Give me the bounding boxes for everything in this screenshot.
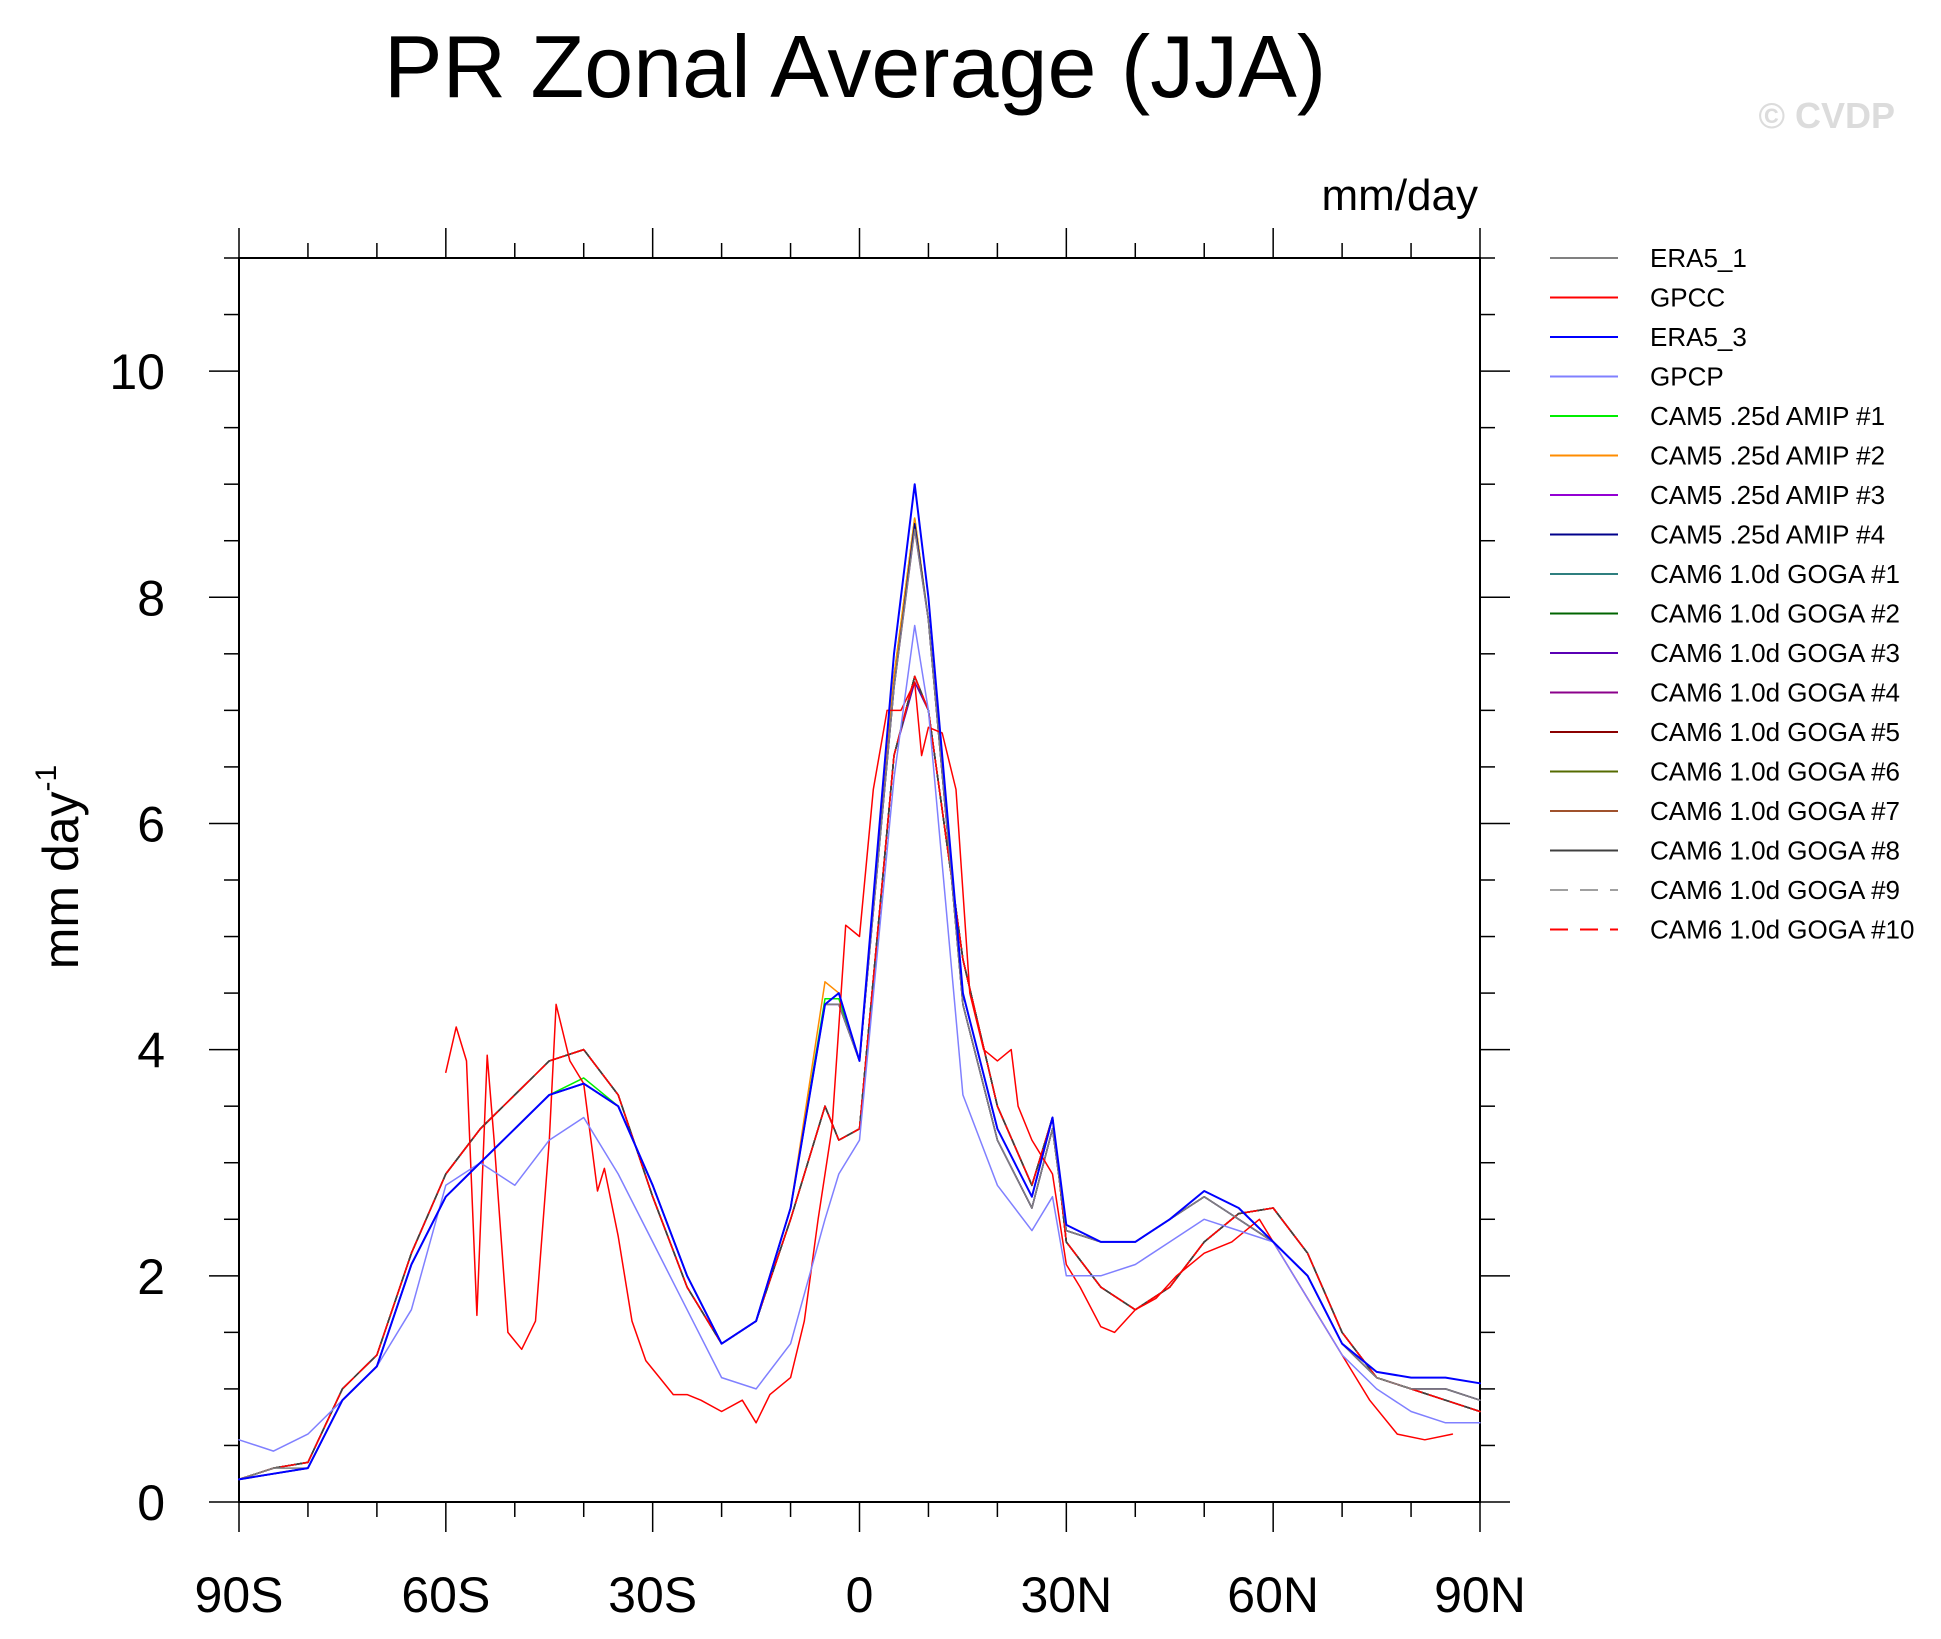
legend-label: CAM6 1.0d GOGA #7 xyxy=(1650,796,1900,826)
series-line-cam6-1-0d-goga-5 xyxy=(238,675,1481,1481)
y-tick-label: 8 xyxy=(137,570,165,626)
series-line-cam6-1-0d-goga-7 xyxy=(238,675,1481,1481)
y-tick-label: 0 xyxy=(137,1475,165,1531)
series-line-cam6-1-0d-goga-10 xyxy=(238,675,1481,1481)
legend-label: GPCP xyxy=(1650,362,1724,392)
x-tick-label: 30N xyxy=(1020,1567,1112,1623)
y-tick-label: 10 xyxy=(109,344,165,400)
series-line-gpcp xyxy=(238,624,1481,1452)
legend-label: CAM6 1.0d GOGA #3 xyxy=(1650,638,1900,668)
legend-label: CAM6 1.0d GOGA #4 xyxy=(1650,678,1900,708)
legend-label: CAM6 1.0d GOGA #8 xyxy=(1650,836,1900,866)
plot-frame xyxy=(238,257,1481,1503)
legend-label: CAM6 1.0d GOGA #6 xyxy=(1650,757,1900,787)
series-line-cam6-1-0d-goga-8 xyxy=(238,675,1481,1481)
legend-label: CAM5 .25d AMIP #4 xyxy=(1650,520,1885,550)
legend-label: CAM5 .25d AMIP #1 xyxy=(1650,401,1885,431)
x-tick-label: 60S xyxy=(401,1567,490,1623)
series-line-cam6-1-0d-goga-4 xyxy=(238,675,1481,1481)
series-line-cam6-1-0d-goga-6 xyxy=(238,675,1481,1481)
x-tick-label: 30S xyxy=(608,1567,697,1623)
legend: ERA5_1 GPCC ERA5_3 GPCP CAM5 .25d AMIP #1 CAM… xyxy=(1550,243,1914,945)
series-line-era5-3 xyxy=(238,483,1481,1481)
cvdp-watermark: © CVDP xyxy=(1758,95,1895,136)
series-line-cam6-1-0d-goga-3 xyxy=(238,681,1481,1481)
svg-text:mm day-1: mm day-1 xyxy=(30,765,89,970)
plot-area: 90S 60S 30S 0 30N 60N 90N 0 2 4 6 8 10 xyxy=(109,228,1526,1623)
legend-label: CAM5 .25d AMIP #2 xyxy=(1650,441,1885,471)
x-tick-label: 90N xyxy=(1434,1567,1526,1623)
legend-label: CAM6 1.0d GOGA #10 xyxy=(1650,915,1914,945)
legend-label: CAM6 1.0d GOGA #2 xyxy=(1650,599,1900,629)
x-tick-label: 60N xyxy=(1227,1567,1319,1623)
series-line-cam5-25d-amip-1 xyxy=(238,517,1481,1481)
series-line-cam5-25d-amip-4 xyxy=(238,523,1481,1481)
x-tick-label: 0 xyxy=(846,1567,874,1623)
series-line-gpcc xyxy=(445,681,1454,1441)
y-axis-label-exponent: -1 xyxy=(30,765,63,792)
legend-label: ERA5_1 xyxy=(1650,243,1747,273)
y-tick-label: 6 xyxy=(137,796,165,852)
y-axis-title: mm day-1 xyxy=(30,765,89,970)
series-line-era5-1 xyxy=(238,528,1481,1481)
series-line-cam6-1-0d-goga-1 xyxy=(238,675,1481,1481)
legend-label: CAM5 .25d AMIP #3 xyxy=(1650,480,1885,510)
y-axis-label: mm day xyxy=(33,791,89,969)
units-label: mm/day xyxy=(1322,171,1478,220)
legend-label: GPCC xyxy=(1650,283,1725,313)
series-line-cam6-1-0d-goga-2 xyxy=(238,675,1481,1481)
legend-label: CAM6 1.0d GOGA #1 xyxy=(1650,559,1900,589)
legend-label: CAM6 1.0d GOGA #5 xyxy=(1650,717,1900,747)
legend-label: CAM6 1.0d GOGA #9 xyxy=(1650,875,1900,905)
x-tick-label: 90S xyxy=(195,1567,284,1623)
y-tick-label: 4 xyxy=(137,1023,165,1079)
legend-label: ERA5_3 xyxy=(1650,322,1747,352)
series-line-cam5-25d-amip-2 xyxy=(238,517,1481,1481)
chart-title: PR Zonal Average (JJA) xyxy=(384,17,1326,116)
series-line-cam6-1-0d-goga-9 xyxy=(238,675,1481,1481)
series-line-cam5-25d-amip-3 xyxy=(238,528,1481,1481)
y-tick-label: 2 xyxy=(137,1249,165,1305)
